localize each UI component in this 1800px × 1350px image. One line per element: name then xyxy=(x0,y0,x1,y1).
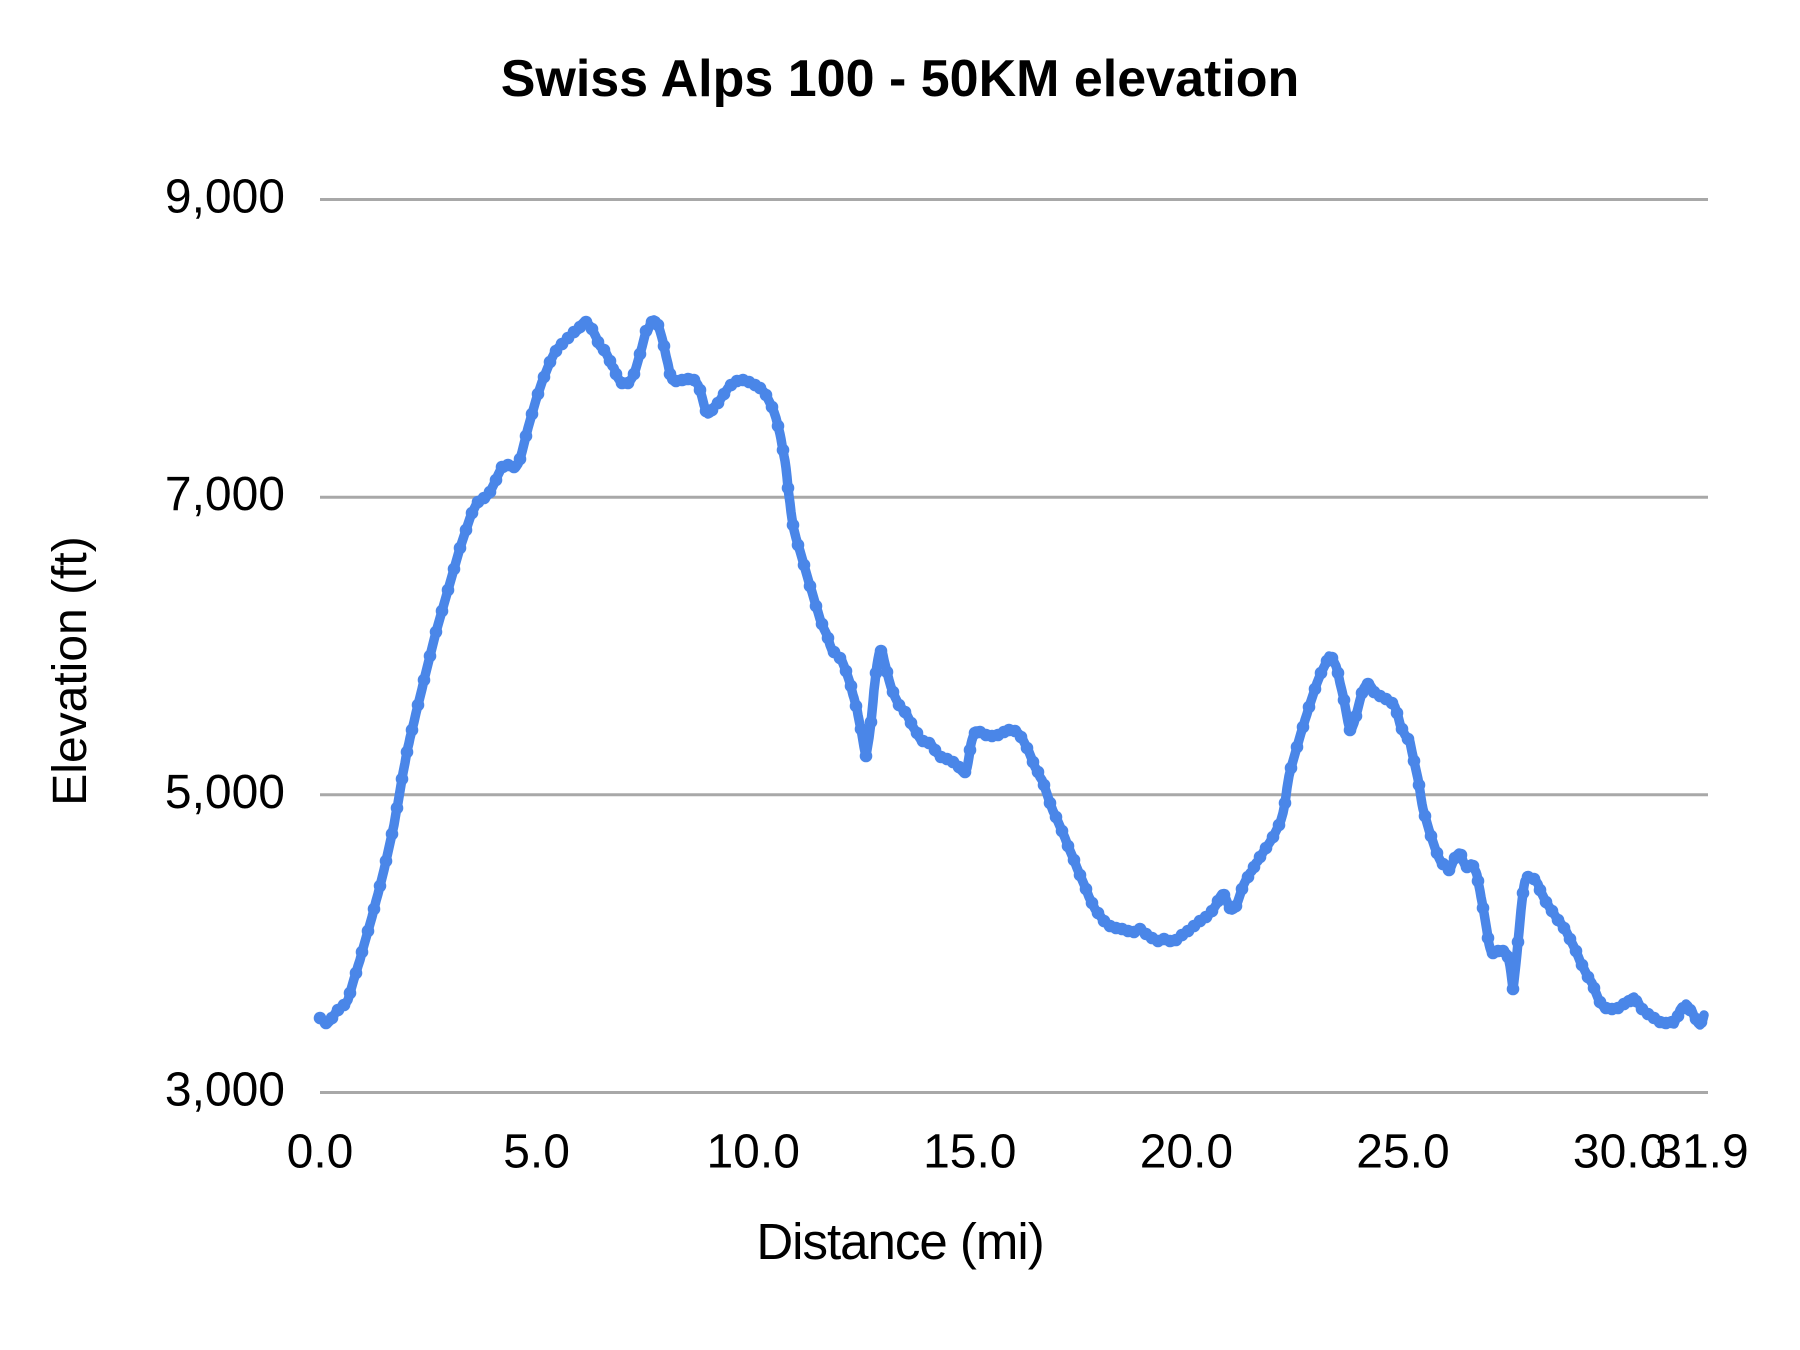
svg-text:3,000: 3,000 xyxy=(165,1064,285,1117)
svg-text:31.9: 31.9 xyxy=(1655,1126,1748,1179)
svg-text:Elevation (ft): Elevation (ft) xyxy=(44,536,97,805)
svg-text:5.0: 5.0 xyxy=(503,1126,570,1179)
svg-text:10.0: 10.0 xyxy=(706,1126,799,1179)
svg-text:0.0: 0.0 xyxy=(287,1126,354,1179)
svg-text:20.0: 20.0 xyxy=(1140,1126,1233,1179)
svg-text:30.0: 30.0 xyxy=(1573,1126,1666,1179)
svg-text:25.0: 25.0 xyxy=(1356,1126,1449,1179)
svg-text:5,000: 5,000 xyxy=(165,766,285,819)
svg-text:9,000: 9,000 xyxy=(165,171,285,224)
svg-text:7,000: 7,000 xyxy=(165,468,285,521)
svg-text:Distance (mi): Distance (mi) xyxy=(756,1213,1043,1270)
svg-text:Swiss Alps 100 - 50KM elevatio: Swiss Alps 100 - 50KM elevation xyxy=(501,50,1300,108)
svg-text:15.0: 15.0 xyxy=(923,1126,1016,1179)
